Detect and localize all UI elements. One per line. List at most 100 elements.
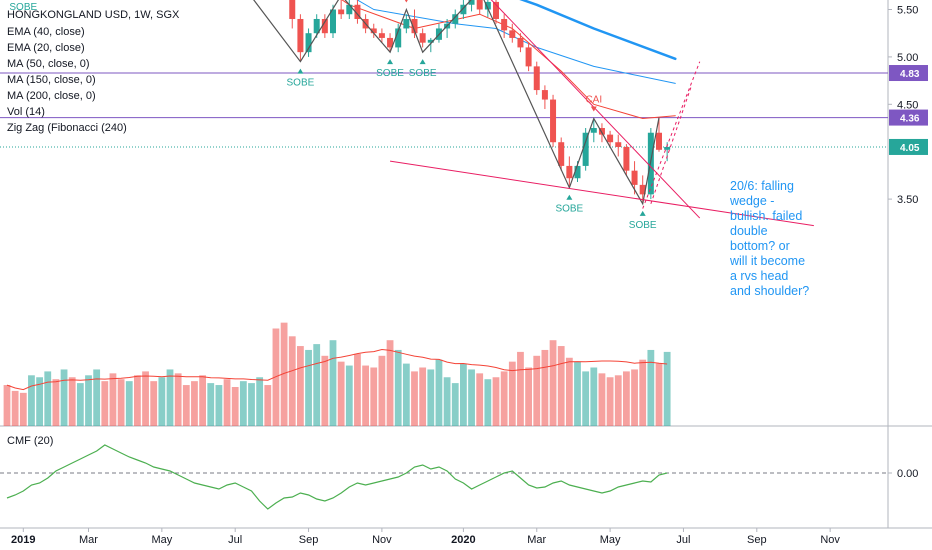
note-line: wedge -: [729, 194, 774, 208]
legend-symbol[interactable]: HONGKONGLAND USD, 1W, SGX: [7, 9, 180, 21]
time-tick-label: Sep: [299, 534, 319, 546]
candle-body[interactable]: [656, 132, 662, 150]
volume-bar: [207, 383, 215, 426]
candle-body[interactable]: [289, 0, 296, 19]
volume-bar: [248, 383, 255, 426]
volume-bar: [557, 346, 565, 426]
candle-body[interactable]: [305, 33, 312, 53]
candle-body[interactable]: [346, 4, 353, 15]
volume-bar: [28, 375, 35, 426]
candle-body[interactable]: [387, 37, 394, 48]
note-line: and shoulder?: [730, 284, 809, 298]
volume-bar: [419, 367, 427, 426]
candle-body[interactable]: [623, 146, 630, 171]
time-axis[interactable]: 2019 Mar May Jul Sep Nov 2020 Mar May Jul Sep Nov: [11, 528, 840, 546]
trendline[interactable]: [650, 85, 693, 205]
candle-body[interactable]: [419, 33, 426, 43]
volume-bar: [280, 322, 288, 426]
candle-body[interactable]: [338, 9, 345, 15]
volume-bar: [639, 359, 647, 426]
candle-body[interactable]: [476, 0, 483, 10]
trendline[interactable]: [389, 160, 814, 227]
candle-body[interactable]: [582, 132, 589, 166]
candle-body[interactable]: [533, 66, 540, 91]
candle-body[interactable]: [550, 99, 557, 143]
volume-bar: [297, 346, 304, 426]
trendlines[interactable]: [389, 0, 814, 227]
legend-zigzag[interactable]: Zig Zag (Fibonacci (240): [7, 122, 127, 134]
legend-ma150[interactable]: MA (150, close, 0): [7, 74, 96, 86]
price-tag: [889, 109, 928, 126]
volume-bar: [264, 385, 272, 426]
legend-ma200[interactable]: MA (200, close, 0): [7, 90, 96, 102]
candle-body[interactable]: [631, 170, 638, 185]
price-tag-label: 4.83: [900, 69, 920, 80]
volume-bar: [565, 357, 573, 426]
candle-body[interactable]: [297, 18, 304, 53]
candle-body[interactable]: [541, 90, 548, 100]
volume-bar: [631, 369, 638, 426]
candle-body[interactable]: [313, 18, 320, 34]
price-tick-label: 4.50: [897, 99, 918, 111]
candle-body[interactable]: [639, 184, 646, 195]
candle-body[interactable]: [607, 134, 614, 143]
trendline[interactable]: [642, 61, 701, 209]
candle-body[interactable]: [566, 165, 573, 179]
candle-body[interactable]: [493, 1, 499, 19]
candle-body[interactable]: [517, 37, 524, 48]
candle-body[interactable]: [427, 39, 434, 43]
volume-bar: [443, 377, 451, 426]
candle-body[interactable]: [664, 146, 671, 150]
price-tick-label: 3.50: [897, 194, 918, 206]
volume-bar: [313, 344, 321, 426]
legend-ema20[interactable]: EMA (20, close): [7, 42, 85, 54]
cai-sobe-labels: CAISOBECAISOBECAICAISOBECAISOBECAISOBECA…: [9, 0, 657, 231]
candle-body[interactable]: [330, 9, 336, 34]
legend-cmf[interactable]: CMF (20): [7, 435, 53, 447]
volume-bar: [150, 381, 158, 426]
volume-bar: [60, 369, 68, 426]
candle-body[interactable]: [321, 18, 328, 34]
candle-body[interactable]: [598, 128, 605, 135]
up-arrow-icon: [419, 59, 426, 65]
candle-body[interactable]: [509, 30, 516, 38]
time-tick-label: 2019: [11, 534, 35, 546]
annotation-note[interactable]: 20/6: falling wedge - bullish. failed do…: [729, 179, 809, 298]
trendline[interactable]: [455, 0, 701, 219]
candle-body[interactable]: [501, 18, 508, 31]
sobe-label: SOBE: [629, 220, 657, 231]
candle-body[interactable]: [411, 18, 418, 34]
price-axis[interactable]: 7.507.006.506.005.505.004.503.504.834.36…: [888, 0, 928, 480]
horizontal-levels: [0, 72, 888, 148]
volume-bar: [411, 371, 418, 426]
volume-bar: [19, 392, 27, 426]
sobe-label: SOBE: [9, 2, 37, 13]
candle-body[interactable]: [468, 0, 475, 5]
legend-ema40[interactable]: EMA (40, close): [7, 26, 85, 38]
candle-body[interactable]: [615, 142, 622, 147]
volume-bar: [525, 367, 532, 426]
candle-body[interactable]: [378, 33, 385, 38]
candle-body[interactable]: [370, 28, 377, 34]
volume-bar: [142, 371, 149, 426]
note-line: 20/6: falling: [730, 179, 794, 193]
moving-average-line: [519, 0, 677, 61]
candle-body[interactable]: [484, 1, 491, 10]
candle-body[interactable]: [574, 165, 581, 179]
time-tick-label: Mar: [79, 534, 98, 546]
candle-body[interactable]: [525, 47, 532, 67]
candle-body[interactable]: [558, 142, 565, 166]
candle-body[interactable]: [452, 14, 459, 24]
candle-body[interactable]: [590, 128, 597, 133]
legend-ma50[interactable]: MA (50, close, 0): [7, 58, 90, 70]
volume-bar: [321, 355, 329, 426]
note-line: will it become: [729, 254, 805, 268]
time-tick-label: Jul: [676, 534, 690, 546]
candle-body[interactable]: [354, 4, 361, 19]
candle-body[interactable]: [460, 4, 467, 15]
candle-body[interactable]: [395, 28, 402, 48]
legend-volume[interactable]: Vol (14): [7, 106, 45, 118]
candle-body[interactable]: [403, 18, 410, 29]
volume-bar: [44, 371, 52, 426]
